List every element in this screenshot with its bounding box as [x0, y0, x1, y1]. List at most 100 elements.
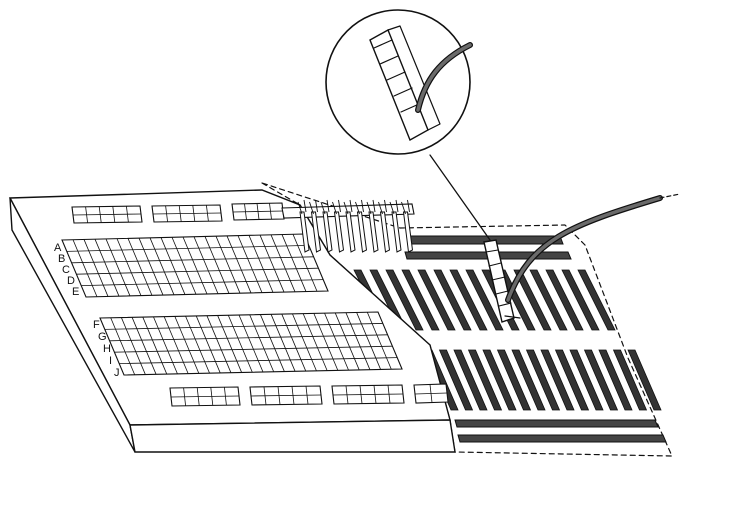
terminal-area-top-row [81, 279, 324, 286]
spring-clip [322, 211, 333, 253]
terminal-area-bottom-col [131, 317, 157, 375]
terminal-strip-bottom [453, 349, 488, 411]
bottom-rail-block-2 [249, 385, 323, 406]
terminal-strip-bottom [511, 349, 546, 411]
spring-clip [391, 211, 402, 253]
board-front-face [129, 419, 456, 453]
terminal-area-bottom-col [270, 314, 296, 372]
spring-clip [333, 211, 345, 253]
terminal-area-top-col [204, 236, 230, 294]
terminal-area-bottom-col [185, 315, 210, 374]
terminal-area-top-col [127, 238, 153, 296]
spring-clip [402, 211, 414, 253]
terminal-strip-top [513, 269, 552, 331]
top-rail-block-3-row [232, 210, 284, 213]
terminal-strip-bottom [540, 349, 575, 411]
spring-clip [310, 211, 322, 253]
terminal-strip-bottom [627, 349, 662, 411]
terminal-strip-top [401, 269, 440, 331]
terminal-area-top-col [281, 234, 307, 292]
terminal-strip-top [385, 269, 424, 331]
terminal-area-top-col [226, 235, 252, 294]
terminal-area-bottom-row [104, 323, 383, 330]
callout-leader-line [429, 154, 491, 241]
terminal-area-top-col [237, 235, 263, 293]
terminal-area-bottom-row [119, 357, 398, 364]
terminal-area-top-col [94, 239, 120, 297]
terminal-strip-top [577, 269, 616, 331]
terminal-area-top-col [149, 237, 175, 295]
bottom-rail-block-4-row [414, 392, 448, 395]
terminal-area-bottom-col [334, 312, 360, 371]
terminal-strip-bottom [583, 349, 619, 411]
terminal-area-top-col [72, 239, 98, 297]
terminal-area-bottom-col [249, 314, 275, 372]
terminal-area-bottom-col [302, 313, 328, 371]
terminal-strip-top [545, 269, 584, 331]
terminal-area-bottom-col [260, 314, 285, 372]
terminal-area-bottom-col [121, 317, 146, 375]
row-label-g: G [98, 331, 107, 343]
terminal-area-bottom-col [110, 317, 136, 375]
top-rail-block-1-row [72, 213, 142, 216]
terminal-area-bottom-col [217, 315, 242, 373]
terminal-strip-bottom [598, 349, 633, 411]
spring-clip-top [320, 199, 330, 215]
terminal-strips-bottom [424, 349, 662, 411]
spring-clip [379, 211, 391, 253]
terminal-area-top-col [248, 235, 274, 293]
terminal-area-bottom-col [324, 312, 349, 371]
terminal-area-bottom-row [114, 345, 393, 353]
bottom-rail-block-3 [331, 384, 405, 405]
terminal-strip-bottom [525, 349, 561, 411]
row-label-i: I [109, 355, 112, 367]
row-label-b: B [58, 253, 65, 265]
terminal-area-bottom-col [281, 313, 307, 372]
bottom-power-rail-2 [457, 434, 667, 443]
terminal-area-bottom-col [142, 316, 168, 375]
top-rail-block-3 [231, 202, 285, 221]
row-label-h: H [103, 343, 111, 355]
spring-clip-top [309, 199, 318, 215]
terminal-strip-top [465, 269, 504, 331]
spring-clip [345, 211, 356, 253]
jumper-wire [505, 193, 681, 303]
terminal-area-bottom-col [366, 312, 392, 370]
terminal-area-top-col [270, 234, 296, 292]
spring-clip-top [343, 199, 353, 215]
terminal-area-top-col [171, 237, 197, 295]
terminal-strip-bottom [482, 349, 517, 411]
spring-clip-top [378, 199, 387, 215]
terminal-area-top-col [182, 236, 208, 295]
terminal-strip-top [529, 269, 568, 331]
row-label-e: E [72, 286, 79, 298]
spring-clip-top [366, 199, 376, 215]
terminal-area-bottom-col [153, 316, 178, 375]
terminal-area-bottom-col [163, 316, 189, 374]
terminal-strip-bottom [496, 349, 532, 411]
top-rail-block-2 [151, 204, 223, 223]
terminal-area-top-row [71, 256, 314, 264]
top-rail-block-1 [71, 205, 143, 224]
terminal-area-top-col [160, 237, 186, 295]
terminal-strip-bottom [438, 349, 474, 411]
terminal-strip-bottom [612, 349, 648, 411]
spring-clip-top [332, 199, 341, 215]
terminal-area-bottom-col [238, 314, 264, 373]
terminal-area-top-col [138, 237, 164, 296]
terminal-area-bottom-col [195, 315, 221, 374]
terminal-area-top-col [215, 236, 241, 294]
top-rail-block-2-row [152, 212, 222, 215]
terminal-area-bottom-col [174, 316, 200, 374]
spring-clip-top [401, 199, 410, 215]
terminal-area-top-col [105, 238, 131, 297]
terminal-area-bottom-row [109, 334, 388, 342]
terminal-area-top-row [76, 267, 319, 275]
terminal-area-bottom-col [313, 313, 339, 371]
row-label-c: C [62, 264, 70, 276]
magnified-inset [325, 9, 491, 241]
terminal-area-top-col [292, 234, 318, 292]
terminal-area-bottom-col [227, 315, 253, 373]
